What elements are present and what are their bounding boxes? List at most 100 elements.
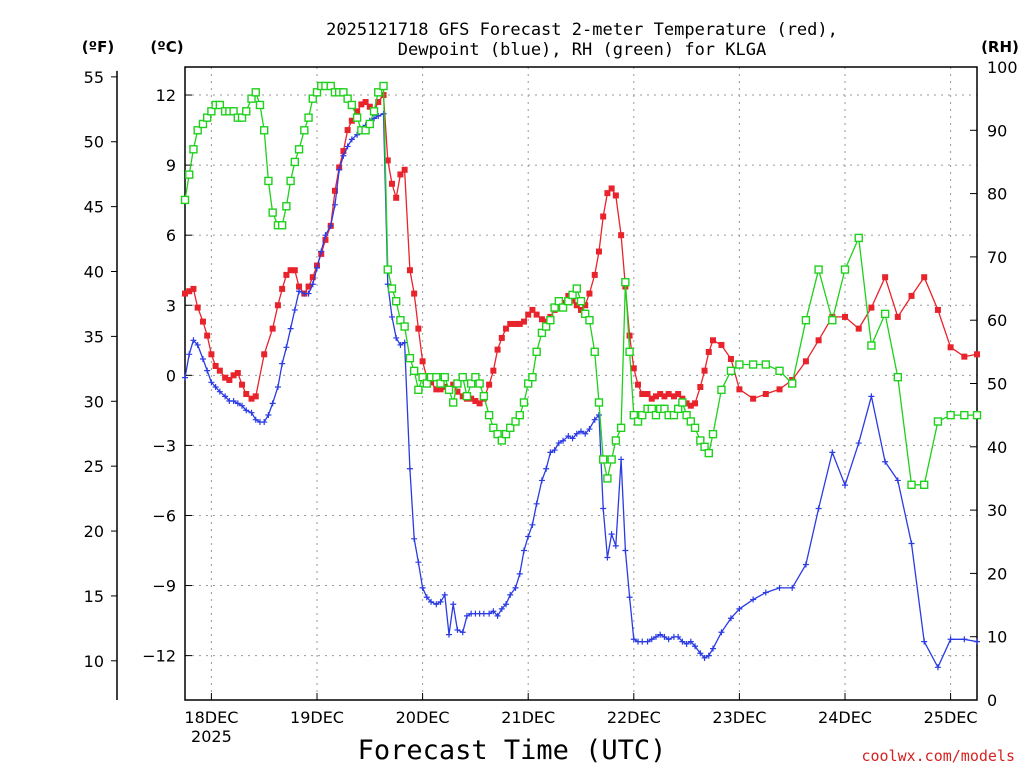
rh-point [611, 436, 621, 445]
series-open-square [180, 81, 982, 489]
dewpoint-point [411, 535, 418, 542]
rh-point [304, 113, 313, 122]
rh-point [748, 360, 758, 369]
dewpoint-point [560, 437, 567, 444]
temperature-point [322, 236, 329, 243]
celsius-tick-label: 12 [156, 86, 176, 105]
dewpoint-point [604, 554, 611, 561]
temperature-point [894, 313, 901, 320]
rh-point [678, 398, 687, 407]
temperature-point [582, 302, 589, 309]
dewpoint-point [555, 440, 562, 447]
dewpoint-point [679, 638, 686, 645]
temperature-point [186, 288, 193, 295]
dewpoint-point [622, 547, 629, 554]
dewpoint-point [630, 636, 637, 643]
dewpoint-point [318, 248, 325, 255]
dewpoint-point [533, 500, 540, 507]
temperature-point [612, 192, 619, 199]
temperature-point [652, 393, 659, 400]
temperature-point [961, 353, 968, 360]
rh-point [564, 297, 573, 306]
fahrenheit-tick-label: 55 [84, 68, 104, 87]
temperature-point [291, 267, 298, 274]
x-tick-label: 22DEC [607, 708, 661, 727]
dewpoint-point [354, 131, 361, 138]
temperature-point [269, 325, 276, 332]
temperature-point [604, 190, 611, 197]
fahrenheit-unit-label: (ºF) [82, 38, 114, 56]
dewpoint-point [736, 605, 743, 612]
rh-point [581, 309, 590, 319]
temperature-point [397, 171, 404, 178]
rh-point [788, 379, 797, 388]
temperature-point [406, 267, 413, 274]
dewpoint-point [261, 419, 268, 426]
temperature-point [600, 213, 607, 220]
dewpoint-point [243, 407, 250, 414]
chart-title-line-2: Dewpoint (blue), RH (green) for KLGA [398, 40, 766, 60]
dewpoint-point [908, 540, 915, 547]
rh-tick-label: 70 [987, 248, 1007, 267]
temperature-point [384, 157, 391, 164]
rh-unit-label: (RH) [981, 38, 1019, 56]
temperature-point [665, 391, 672, 398]
x-tick-label: 23DEC [712, 708, 766, 727]
temperature-point [199, 318, 206, 325]
rh-point [458, 372, 467, 382]
dewpoint-point [446, 631, 452, 638]
temperature-point [648, 395, 655, 402]
fahrenheit-tick-label: 10 [84, 652, 104, 671]
dewpoint-point [503, 601, 510, 608]
dewpoint-point [750, 596, 757, 603]
dewpoint-point [543, 465, 550, 472]
x-tick-label: 24DEC [818, 708, 872, 727]
data-series [180, 81, 982, 671]
temperature-point [437, 386, 444, 393]
dewpoint-point [287, 325, 294, 332]
dewpoint-point [582, 430, 589, 437]
dewpoint-point [348, 136, 355, 143]
temperature-point [204, 332, 211, 339]
series-line [184, 84, 977, 486]
rh-point [558, 303, 568, 312]
rh-point [294, 145, 304, 154]
rh-point [242, 107, 251, 116]
rh-point [854, 233, 863, 243]
temperature-point [494, 346, 501, 353]
temperature-point [516, 320, 523, 327]
dewpoint-point [336, 166, 343, 173]
dewpoint-point [199, 355, 206, 362]
rh-point [726, 366, 736, 376]
rh-point [960, 410, 969, 420]
dewpoint-point [419, 584, 426, 591]
rh-point [180, 195, 190, 205]
rh-point [409, 366, 419, 376]
dewpoint-point [683, 640, 690, 647]
rh-tick-label: 10 [987, 628, 1007, 647]
rh-point [920, 480, 929, 489]
temperature-point [630, 365, 637, 372]
temperature-point [261, 351, 268, 358]
dewpoint-point [565, 433, 572, 440]
temperature-point [362, 99, 369, 106]
dewpoint-point [665, 636, 672, 643]
rh-point [489, 423, 498, 433]
dewpoint-point [675, 633, 682, 640]
temperature-point [419, 358, 426, 365]
rh-tick-label: 90 [987, 121, 1007, 140]
rh-point [475, 379, 484, 388]
dewpoint-point [657, 631, 664, 638]
temperature-point [736, 386, 743, 393]
temperature-point [309, 274, 316, 281]
series-filled-square [182, 92, 980, 409]
temperature-point [305, 283, 312, 290]
rh-point [704, 448, 713, 458]
temperature-point [701, 367, 708, 374]
rh-point [501, 429, 511, 439]
temperature-point [538, 316, 545, 323]
dewpoint-point [648, 636, 655, 643]
rh-point [537, 328, 547, 338]
temperature-point [974, 351, 980, 358]
rh-point [572, 284, 581, 293]
